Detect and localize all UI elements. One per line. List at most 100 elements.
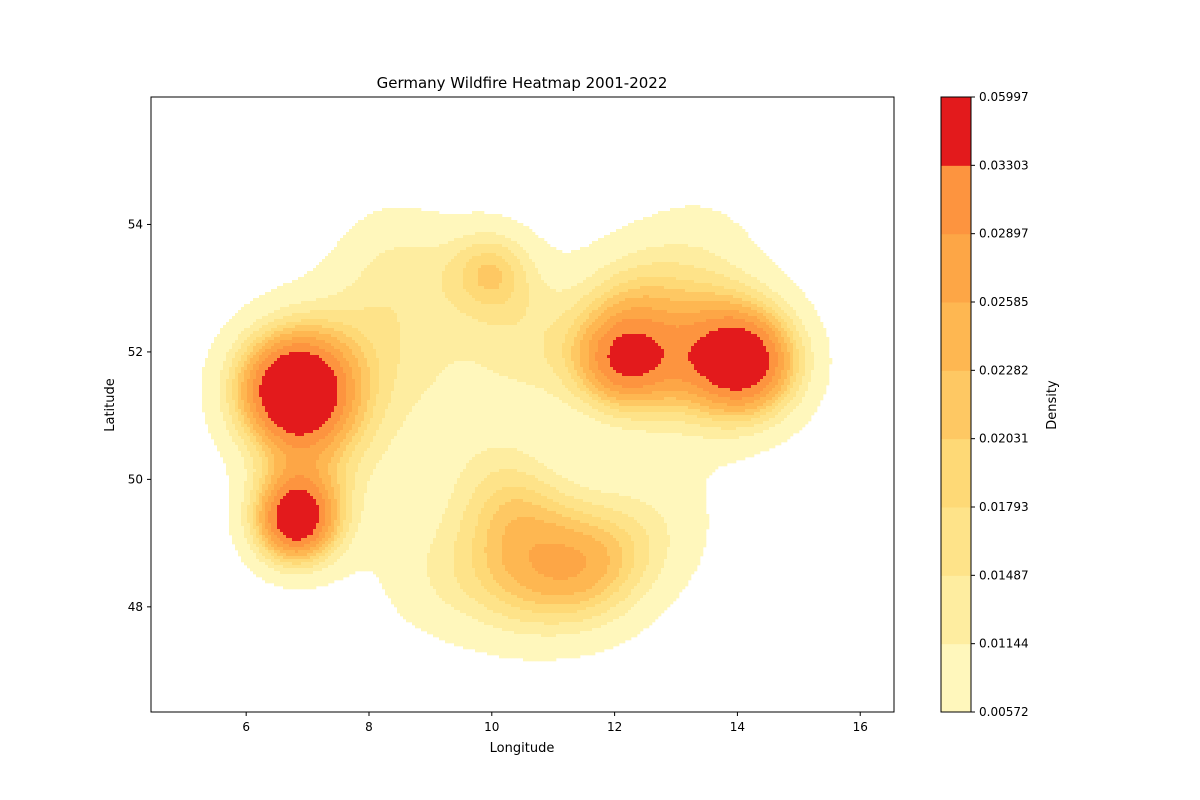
density-cell — [661, 241, 665, 245]
density-cell — [751, 244, 755, 248]
density-cell — [313, 286, 317, 290]
density-cell — [685, 259, 689, 263]
density-cell — [658, 217, 662, 221]
density-cell — [394, 211, 398, 215]
density-cell — [529, 295, 533, 299]
density-cell — [592, 250, 596, 254]
density-cell — [448, 268, 452, 272]
density-cell — [529, 304, 533, 308]
density-cell — [613, 301, 617, 305]
density-cell — [535, 307, 539, 311]
density-cell — [604, 313, 608, 317]
density-cell — [613, 283, 617, 287]
density-cell — [601, 274, 605, 278]
density-cell — [367, 274, 371, 278]
density-cell — [529, 259, 533, 263]
density-cell — [580, 307, 584, 311]
density-cell — [418, 244, 422, 248]
density-cell — [664, 259, 668, 263]
density-cell — [418, 262, 422, 266]
density-cell — [721, 301, 725, 305]
density-cell — [505, 301, 509, 305]
density-cell — [811, 307, 815, 311]
density-cell — [667, 265, 671, 269]
density-cell — [652, 232, 656, 236]
density-cell — [766, 280, 770, 284]
density-cell — [475, 238, 479, 242]
density-cell — [526, 298, 530, 302]
density-cell — [712, 295, 716, 299]
density-cell — [385, 289, 389, 293]
density-cell — [361, 304, 365, 308]
density-cell — [736, 286, 740, 290]
density-cell — [688, 223, 692, 227]
density-cell — [655, 223, 659, 227]
density-cell — [700, 298, 704, 302]
density-cell — [334, 274, 338, 278]
density-cell — [670, 232, 674, 236]
density-cell — [661, 292, 665, 296]
density-cell — [391, 280, 395, 284]
density-cell — [373, 295, 377, 299]
density-cell — [640, 289, 644, 293]
density-cell — [352, 250, 356, 254]
density-cell — [592, 301, 596, 305]
density-cell — [379, 313, 383, 317]
density-cell — [391, 220, 395, 224]
density-cell — [340, 262, 344, 266]
density-cell — [586, 307, 590, 311]
density-cell — [553, 286, 557, 290]
density-cell — [298, 289, 302, 293]
density-cell — [334, 280, 338, 284]
density-cell — [673, 247, 677, 251]
density-cell — [451, 241, 455, 245]
density-cell — [775, 283, 779, 287]
density-cell — [385, 235, 389, 239]
density-cell — [571, 289, 575, 293]
density-cell — [364, 250, 368, 254]
density-cell — [742, 289, 746, 293]
density-cell — [739, 253, 743, 257]
density-cell — [643, 301, 647, 305]
density-cell — [364, 232, 368, 236]
density-cell — [727, 307, 731, 311]
density-cell — [715, 292, 719, 296]
density-cell — [421, 214, 425, 218]
density-cell — [625, 301, 629, 305]
density-cell — [418, 268, 422, 272]
density-cell — [400, 298, 404, 302]
density-cell — [748, 301, 752, 305]
density-cell — [433, 211, 437, 215]
density-cell — [283, 286, 287, 290]
density-cell — [535, 259, 539, 263]
density-cell — [664, 283, 668, 287]
density-cell — [403, 292, 407, 296]
density-cell — [712, 253, 716, 257]
density-cell — [703, 268, 707, 272]
density-cell — [748, 238, 752, 242]
density-cell — [556, 292, 560, 296]
density-cell — [622, 280, 626, 284]
density-cell — [397, 229, 401, 233]
density-cell — [268, 313, 272, 317]
density-cell — [442, 220, 446, 224]
density-cell — [697, 241, 701, 245]
density-cell — [568, 286, 572, 290]
density-cell — [670, 277, 674, 281]
density-cell — [568, 262, 572, 266]
density-cell — [511, 289, 515, 293]
density-cell — [346, 283, 350, 287]
density-cell — [382, 304, 386, 308]
density-cell — [724, 271, 728, 275]
density-cell — [511, 310, 515, 314]
density-cell — [379, 217, 383, 221]
density-cell — [709, 259, 713, 263]
density-cell — [472, 298, 476, 302]
density-cell — [508, 271, 512, 275]
density-cell — [418, 211, 422, 215]
density-cell — [508, 220, 512, 224]
density-cell — [499, 280, 503, 284]
density-cell — [274, 298, 278, 302]
density-cell — [664, 226, 668, 230]
density-cell — [502, 247, 506, 251]
